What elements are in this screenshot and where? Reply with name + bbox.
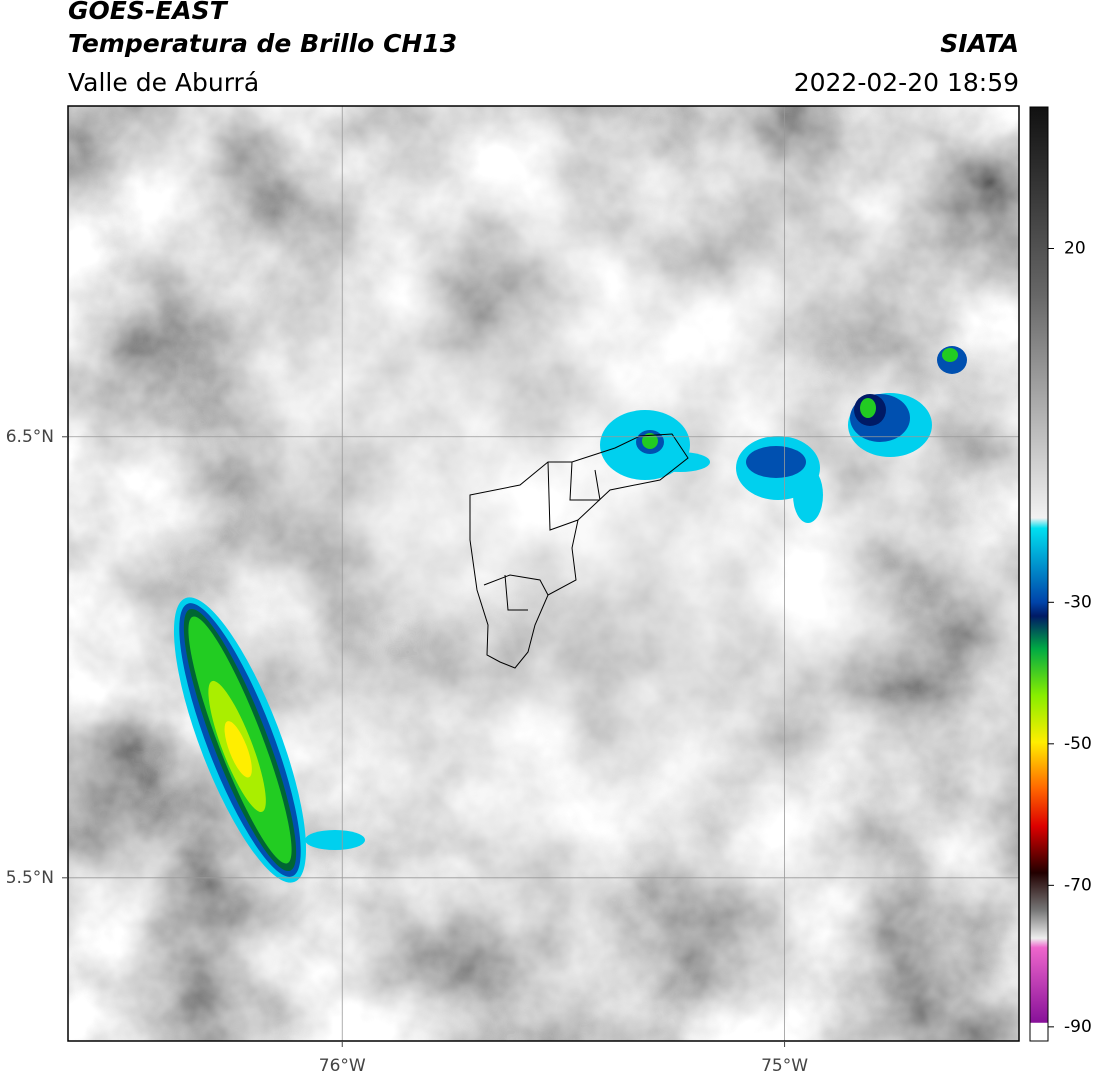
colorbar-label: -30 [1064,592,1092,612]
storm-sw [173,597,307,883]
x-tick-label: 75°W [761,1056,808,1076]
storm-tail [305,830,365,850]
map-image [68,106,1019,1041]
storm-far [860,398,876,418]
y-tick-label: 6.5°N [6,427,54,447]
y-tick-label: 5.5°N [6,868,54,888]
timestamp: 2022-02-20 18:59 [794,68,1019,97]
colorbar-label: -50 [1064,734,1092,754]
storm-layer [224,721,252,778]
storm-e [746,446,806,478]
grid [68,106,1019,1041]
storm-small [942,348,958,362]
colorbar-label: 20 [1064,239,1086,259]
colorbar-label: -70 [1064,875,1092,895]
x-tick-label: 76°W [319,1056,366,1076]
cloud-bright [68,106,1019,1041]
source: SIATA [940,29,1019,58]
satellite: GOES-EAST [68,0,229,25]
colorbar [1029,106,1049,1042]
storm-e [793,467,823,523]
storm-ne [650,452,710,472]
product: Temperatura de Brillo CH13 [68,29,457,58]
municipal-boundaries [469,433,689,669]
colorbar-label: -90 [1064,1017,1092,1037]
region: Valle de Aburrá [68,68,259,97]
map-frame [67,105,1020,1042]
